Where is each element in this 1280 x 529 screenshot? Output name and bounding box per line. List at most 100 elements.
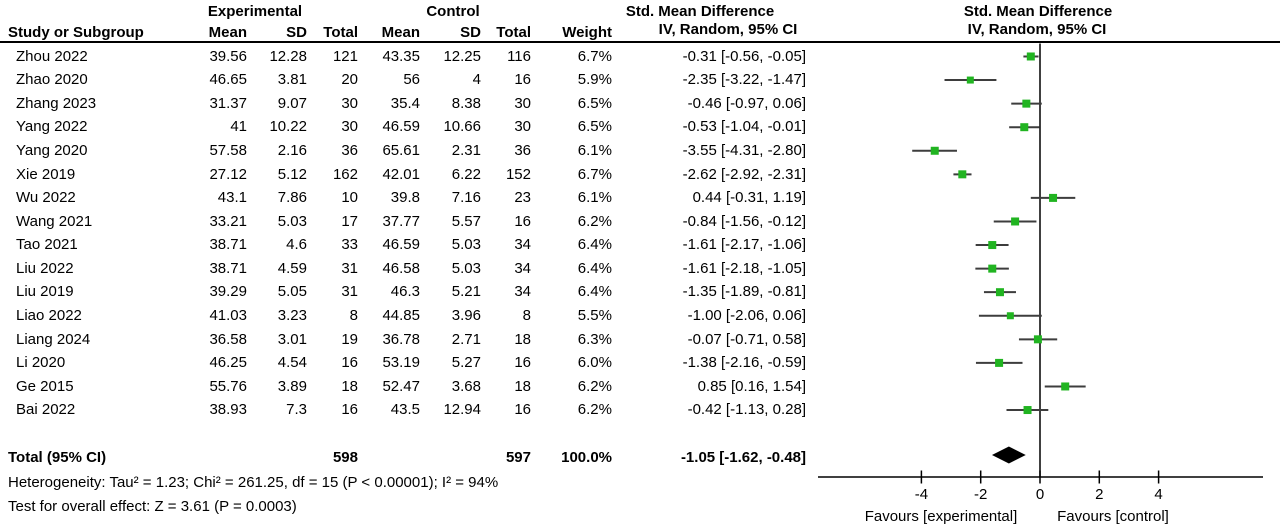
exp-total: 162 <box>332 165 358 183</box>
ctl-sd: 2.31 <box>451 141 481 159</box>
weight: 6.2% <box>577 212 612 230</box>
study-name: Liu 2019 <box>16 283 74 301</box>
study-name: Ge 2015 <box>16 377 74 395</box>
smd-ci: -0.42 [-1.13, 0.28] <box>687 401 806 419</box>
exp-mean: 38.71 <box>209 259 247 277</box>
column-header-row: Study or Subgroup Mean SD Total Mean SD … <box>0 21 1280 45</box>
ctl-mean: 56 <box>403 71 420 89</box>
exp-sd: 9.07 <box>277 94 307 112</box>
ctl-sd: 10.66 <box>443 118 481 136</box>
total-weight: 100.0% <box>561 449 612 466</box>
total-smd-ci: -1.05 [-1.62, -0.48] <box>680 449 806 466</box>
ctl-mean: 46.58 <box>382 259 420 277</box>
ctl-mean: 44.85 <box>382 306 420 324</box>
ctl-total: 8 <box>522 306 531 324</box>
exp-sd: 7.3 <box>286 401 307 419</box>
ctl-sd: 5.57 <box>451 212 481 230</box>
ctl-sd: 3.96 <box>451 306 481 324</box>
exp-total: 31 <box>341 259 358 277</box>
smd-ci: -3.55 [-4.31, -2.80] <box>682 141 806 159</box>
ctl-mean: 46.59 <box>382 118 420 136</box>
study-row: Zhao 2020 46.65 3.81 20 56 4 16 5.9% -2.35 [-3.2… <box>0 68 1280 92</box>
ctl-total: 18 <box>514 330 531 348</box>
column-header-smd-plot: Std. Mean Difference <box>963 3 1113 20</box>
total-exp-total: 598 <box>332 449 358 466</box>
column-header-ctl-sd: SD <box>460 24 481 41</box>
study-row: Li 2020 46.25 4.54 16 53.19 5.27 16 6.0% -1.38 [… <box>0 351 1280 375</box>
study-name: Yang 2022 <box>16 118 88 136</box>
smd-ci: 0.44 [-0.31, 1.19] <box>692 189 806 207</box>
ctl-sd: 7.16 <box>451 189 481 207</box>
weight: 6.4% <box>577 283 612 301</box>
ctl-mean: 36.78 <box>382 330 420 348</box>
ctl-total: 16 <box>514 71 531 89</box>
ctl-mean: 46.59 <box>382 236 420 254</box>
ctl-total: 30 <box>514 94 531 112</box>
ctl-total: 116 <box>507 47 531 65</box>
exp-sd: 3.01 <box>277 330 307 348</box>
ctl-total: 16 <box>514 212 531 230</box>
exp-mean: 27.12 <box>209 165 247 183</box>
column-header-method-text: IV, Random, 95% CI <box>658 21 798 38</box>
exp-sd: 4.59 <box>277 259 307 277</box>
ctl-sd: 8.38 <box>451 94 481 112</box>
ctl-sd: 3.68 <box>451 377 481 395</box>
exp-mean: 33.21 <box>209 212 247 230</box>
total-ctl-total: 597 <box>505 449 531 466</box>
heterogeneity-line: Heterogeneity: Tau² = 1.23; Chi² = 261.2… <box>8 474 499 491</box>
ctl-mean: 43.35 <box>382 47 420 65</box>
smd-ci: -1.35 [-1.89, -0.81] <box>682 283 806 301</box>
weight: 5.5% <box>577 306 612 324</box>
ctl-total: 18 <box>514 377 531 395</box>
exp-sd: 5.03 <box>277 212 307 230</box>
ctl-mean: 53.19 <box>382 354 420 372</box>
column-header-smd-text: Std. Mean Difference <box>625 3 775 20</box>
study-row: Bai 2022 38.93 7.3 16 43.5 12.94 16 6.2% -0.42 [… <box>0 398 1280 422</box>
ctl-total: 36 <box>514 141 531 159</box>
ctl-total: 152 <box>505 165 531 183</box>
study-name: Zhou 2022 <box>16 47 88 65</box>
ctl-total: 16 <box>514 354 531 372</box>
exp-mean: 43.1 <box>217 189 247 207</box>
smd-ci: -2.35 [-3.22, -1.47] <box>682 71 806 89</box>
ctl-mean: 65.61 <box>382 141 420 159</box>
weight: 6.4% <box>577 236 612 254</box>
favours-right-label: Favours [control] <box>1057 508 1169 525</box>
exp-sd: 4.6 <box>286 236 307 254</box>
weight: 6.2% <box>577 401 612 419</box>
header-rule <box>0 41 1280 43</box>
exp-sd: 7.86 <box>277 189 307 207</box>
ctl-sd: 6.22 <box>451 165 481 183</box>
smd-ci: -0.07 [-0.71, 0.58] <box>687 330 806 348</box>
ctl-total: 34 <box>514 283 531 301</box>
exp-sd: 3.23 <box>277 306 307 324</box>
exp-mean: 39.29 <box>209 283 247 301</box>
exp-sd: 12.28 <box>269 47 307 65</box>
column-header-ctl-total: Total <box>496 24 531 41</box>
study-name: Zhao 2020 <box>16 71 88 89</box>
weight: 6.0% <box>577 354 612 372</box>
weight: 6.5% <box>577 118 612 136</box>
smd-ci: -0.46 [-0.97, 0.06] <box>687 94 806 112</box>
smd-ci: -1.38 [-2.16, -0.59] <box>682 354 806 372</box>
exp-total: 31 <box>341 283 358 301</box>
smd-ci: -0.84 [-1.56, -0.12] <box>682 212 806 230</box>
study-row: Ge 2015 55.76 3.89 18 52.47 3.68 18 6.2% 0.85 [0… <box>0 375 1280 399</box>
exp-sd: 3.81 <box>277 71 307 89</box>
ctl-sd: 4 <box>472 71 481 89</box>
total-label: Total (95% CI) <box>8 449 107 466</box>
smd-ci: -1.61 [-2.18, -1.05] <box>682 259 806 277</box>
exp-sd: 5.12 <box>277 165 307 183</box>
study-row: Tao 2021 38.71 4.6 33 46.59 5.03 34 6.4% -1.61 [… <box>0 233 1280 257</box>
study-name: Wang 2021 <box>16 212 93 230</box>
study-row: Wang 2021 33.21 5.03 17 37.77 5.57 16 6.2% -0.84… <box>0 210 1280 234</box>
study-row: Zhou 2022 39.56 12.28 121 43.35 12.25 116 6.7% -… <box>0 45 1280 69</box>
total-row: Total (95% CI) 598 597 100.0% -1.05 [-1.… <box>0 446 1280 470</box>
column-header-ctl-mean: Mean <box>381 24 420 41</box>
exp-total: 20 <box>341 71 358 89</box>
study-row: Yang 2020 57.58 2.16 36 65.61 2.31 36 6.1% -3.55… <box>0 139 1280 163</box>
ctl-sd: 5.21 <box>451 283 481 301</box>
study-row: Zhang 2023 31.37 9.07 30 35.4 8.38 30 6.5% -0.46… <box>0 92 1280 116</box>
exp-total: 17 <box>341 212 358 230</box>
weight: 6.2% <box>577 377 612 395</box>
